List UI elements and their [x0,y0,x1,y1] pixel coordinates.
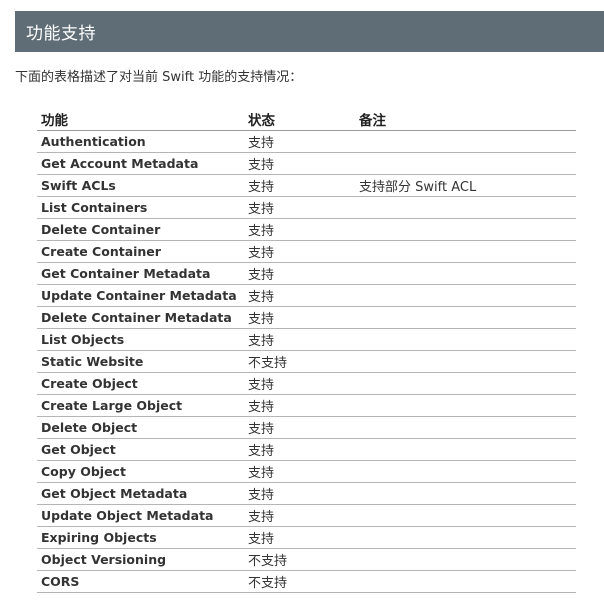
feature-cell: Delete Container Metadata [37,306,244,329]
status-cell: 支持 [244,416,355,439]
feature-cell: List Containers [37,196,244,219]
feature-cell: Static Website [37,350,244,373]
table-row: Update Container Metadata 支持 [37,284,576,307]
feature-cell: Create Large Object [37,394,244,417]
table-row: Create Container 支持 [37,240,576,263]
status-cell: 不支持 [244,350,355,373]
table-row: Swift ACLs 支持 支持部分 Swift ACL [37,174,576,197]
table-row: Object Versioning 不支持 [37,548,576,571]
feature-cell: Create Object [37,372,244,395]
table-row: Delete Container Metadata 支持 [37,306,576,329]
feature-cell: Delete Object [37,416,244,439]
feature-cell: Delete Container [37,218,244,241]
table-row: CORS 不支持 [37,570,576,593]
table-row: Expiring Objects 支持 [37,526,576,549]
status-cell: 支持 [244,460,355,483]
note-cell: 支持部分 Swift ACL [355,174,576,197]
note-cell [355,240,576,263]
table-row: Authentication 支持 [37,130,576,153]
note-cell [355,152,576,175]
feature-cell: Create Container [37,240,244,263]
table-row: Create Object 支持 [37,372,576,395]
feature-cell: Swift ACLs [37,174,244,197]
note-cell [355,306,576,329]
note-cell [355,460,576,483]
feature-cell: Expiring Objects [37,526,244,549]
status-cell: 支持 [244,218,355,241]
feature-cell: Update Object Metadata [37,504,244,527]
status-cell: 支持 [244,196,355,219]
note-cell [355,262,576,285]
note-cell [355,504,576,527]
note-cell [355,130,576,153]
table-body: Authentication 支持 Get Account Metadata 支持 Sw… [37,130,576,593]
note-cell [355,218,576,241]
feature-cell: Copy Object [37,460,244,483]
feature-cell: Get Account Metadata [37,152,244,175]
note-cell [355,548,576,571]
column-header-note: 备注 [355,108,576,131]
note-cell [355,372,576,395]
status-cell: 支持 [244,504,355,527]
feature-support-table: 功能 状态 备注 Authentication 支持 Get Account Met… [37,108,576,593]
page-title: 功能支持 [26,24,96,44]
column-header-feature: 功能 [37,108,244,131]
column-header-status: 状态 [244,108,355,131]
status-cell: 支持 [244,482,355,505]
status-cell: 支持 [244,394,355,417]
intro-text: 下面的表格描述了对当前 Swift 功能的支持情况： [15,70,303,85]
note-cell [355,196,576,219]
status-cell: 支持 [244,262,355,285]
table-row: Create Large Object 支持 [37,394,576,417]
feature-cell: Get Object Metadata [37,482,244,505]
status-cell: 支持 [244,240,355,263]
note-cell [355,570,576,593]
table-row: Get Account Metadata 支持 [37,152,576,175]
page-header: 功能支持 [15,11,604,52]
status-cell: 支持 [244,306,355,329]
status-cell: 支持 [244,174,355,197]
status-cell: 支持 [244,438,355,461]
table-row: Get Container Metadata 支持 [37,262,576,285]
table-row: Delete Container 支持 [37,218,576,241]
table-row: Static Website 不支持 [37,350,576,373]
status-cell: 支持 [244,130,355,153]
feature-cell: CORS [37,570,244,593]
note-cell [355,438,576,461]
status-cell: 支持 [244,152,355,175]
status-cell: 支持 [244,526,355,549]
table-header-row: 功能 状态 备注 [37,108,576,131]
feature-cell: Authentication [37,130,244,153]
note-cell [355,526,576,549]
table-row: List Containers 支持 [37,196,576,219]
note-cell [355,350,576,373]
table-row: Get Object Metadata 支持 [37,482,576,505]
note-cell [355,394,576,417]
feature-cell: Get Object [37,438,244,461]
table-row: Update Object Metadata 支持 [37,504,576,527]
note-cell [355,284,576,307]
note-cell [355,416,576,439]
note-cell [355,482,576,505]
status-cell: 支持 [244,284,355,307]
status-cell: 不支持 [244,570,355,593]
table-row: Copy Object 支持 [37,460,576,483]
note-cell [355,328,576,351]
table-row: Delete Object 支持 [37,416,576,439]
feature-cell: Object Versioning [37,548,244,571]
status-cell: 支持 [244,372,355,395]
status-cell: 支持 [244,328,355,351]
status-cell: 不支持 [244,548,355,571]
feature-cell: Update Container Metadata [37,284,244,307]
feature-cell: List Objects [37,328,244,351]
table-row: List Objects 支持 [37,328,576,351]
table-row: Get Object 支持 [37,438,576,461]
feature-cell: Get Container Metadata [37,262,244,285]
